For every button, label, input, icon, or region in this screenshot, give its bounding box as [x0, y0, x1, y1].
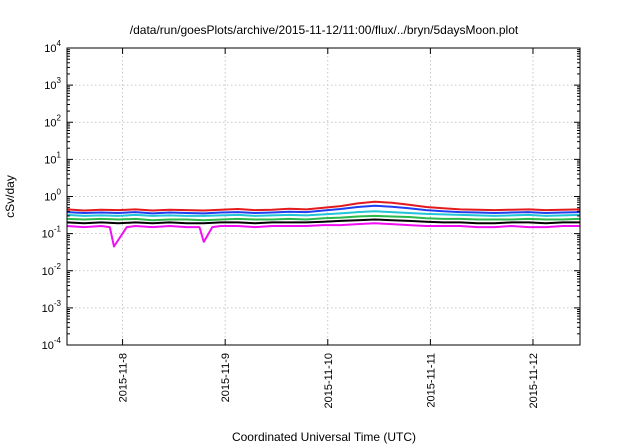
series-line-5: [66, 218, 580, 225]
y-tick-label: 102: [44, 113, 61, 129]
series-group: [66, 200, 581, 248]
y-tick-label: 10-1: [42, 225, 62, 241]
series-line-1: [66, 200, 581, 212]
x-tick-label: 2015-11-9: [220, 353, 232, 402]
y-tick-label: 104: [44, 39, 61, 55]
y-tick-label: 103: [44, 76, 61, 92]
series-line-3: [66, 210, 581, 217]
x-tick-label: 2015-11-12: [528, 353, 540, 408]
x-tick-label: 2015-11-8: [118, 353, 130, 402]
x-axis-label: Coordinated Universal Time (UTC): [232, 430, 416, 444]
y-axis: 10-4 10-3 10-2 10-1 100 101 102 103 104: [42, 39, 580, 352]
series-line-4: [66, 214, 581, 222]
grid: [67, 48, 580, 345]
series-line-2: [66, 204, 581, 215]
x-tick-label: 2015-11-10: [323, 353, 335, 408]
y-tick-label: 100: [44, 188, 61, 204]
y-tick-label: 10-3: [42, 299, 62, 315]
series-line-6: [66, 222, 580, 248]
x-axis: 2015-11-8 2015-11-9 2015-11-10 2015-11-11 20…: [118, 48, 540, 408]
y-tick-label: 10-2: [42, 262, 62, 278]
x-tick-label: 2015-11-11: [425, 353, 437, 408]
y-tick-label: 101: [44, 150, 61, 166]
y-axis-label: cSv/day: [3, 175, 17, 218]
chart-title: /data/run/goesPlots/archive/2015-11-12/1…: [130, 23, 519, 37]
y-tick-label: 10-4: [42, 336, 62, 352]
